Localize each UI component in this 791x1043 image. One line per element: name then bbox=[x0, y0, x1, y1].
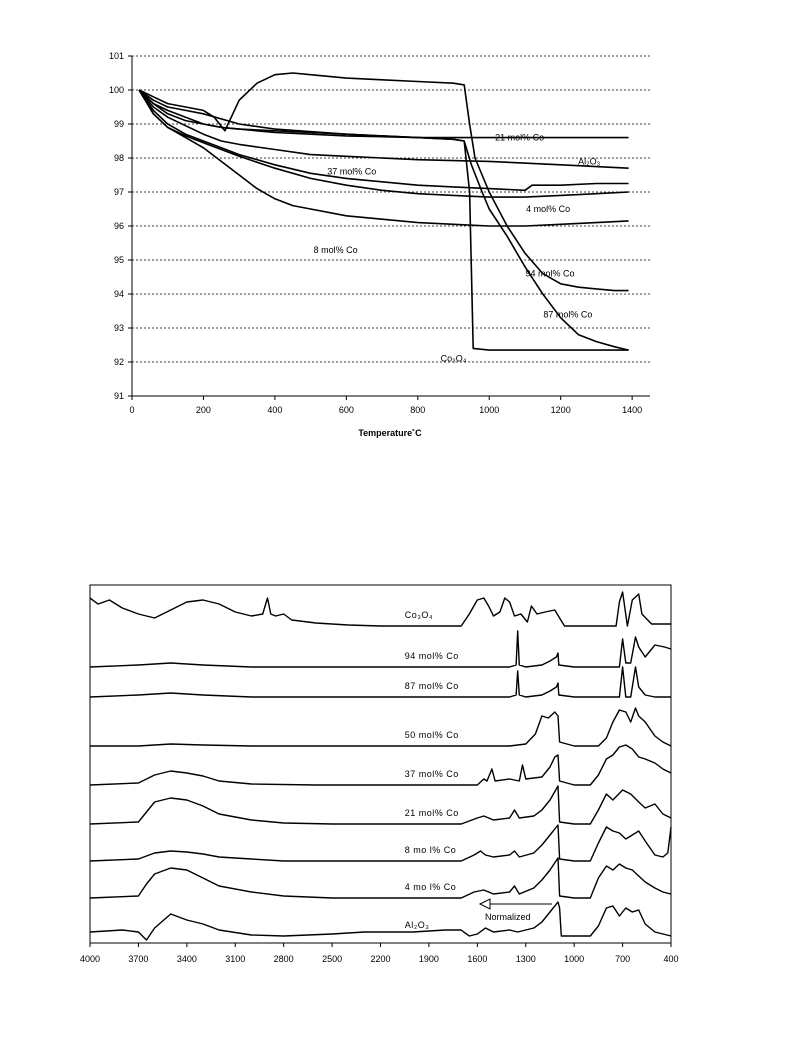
tga-series-line-6 bbox=[138, 89, 629, 198]
ir-chart: 4000 3700 3400 3100 2800 2500 2200 1900 1600 1300… bbox=[80, 584, 679, 964]
tga-x-tick-label: 0 bbox=[129, 405, 134, 415]
tga-series-label-2: 37 mol% Co bbox=[327, 167, 376, 177]
ir-spectrum-6 bbox=[89, 824, 672, 862]
ir-series-label-7: 4 mo l% Co bbox=[405, 882, 457, 892]
tga-series-line-1 bbox=[138, 72, 629, 292]
ir-x-tick-label: 1300 bbox=[516, 954, 536, 964]
ir-spectrum-8 bbox=[89, 901, 672, 941]
ir-plot-frame bbox=[89, 584, 672, 944]
ir-series-label-2: 87 mol% Co bbox=[405, 681, 459, 691]
tga-axes bbox=[128, 55, 650, 400]
ir-spectra bbox=[89, 591, 672, 941]
tga-y-tick-label: 98 bbox=[114, 153, 124, 163]
tga-series-line-3 bbox=[138, 89, 629, 139]
ir-spectrum-4 bbox=[89, 744, 672, 786]
tga-x-tick-label: 1200 bbox=[551, 405, 571, 415]
ir-series-label-0: Co₃O₄ bbox=[405, 610, 433, 620]
tga-series-label-0: 21 mol% Co bbox=[495, 133, 544, 143]
ir-x-tick-label: 4000 bbox=[80, 954, 100, 964]
tga-y-tick-label: 93 bbox=[114, 323, 124, 333]
tga-y-tick-label: 101 bbox=[109, 51, 124, 61]
ir-x-tick-label: 1900 bbox=[419, 954, 439, 964]
normalized-arrow-head-icon bbox=[478, 898, 491, 910]
tga-y-tick-label: 94 bbox=[114, 289, 124, 299]
ir-spectrum-5 bbox=[89, 785, 672, 825]
ir-x-tick-label: 3100 bbox=[225, 954, 245, 964]
ir-series-label-3: 50 mol% Co bbox=[405, 730, 459, 740]
tga-x-tick-label: 1400 bbox=[622, 405, 642, 415]
ir-spectrum-2 bbox=[89, 666, 671, 698]
ir-axes bbox=[89, 584, 672, 947]
tga-gridlines bbox=[132, 55, 650, 397]
tga-y-tick-label: 95 bbox=[114, 255, 124, 265]
tga-series bbox=[138, 72, 629, 351]
ir-x-tick-label: 700 bbox=[615, 954, 630, 964]
tga-series-labels: 21 mol% Co Al₂O₃ 37 mol% Co 4 mol% Co 8 mol%… bbox=[314, 133, 601, 364]
ir-series-label-5: 21 mol% Co bbox=[405, 808, 459, 818]
tga-y-tick-label: 96 bbox=[114, 221, 124, 231]
tga-x-tick-label: 400 bbox=[267, 405, 282, 415]
ir-x-tick-label: 3400 bbox=[177, 954, 197, 964]
ir-series-label-1: 94 mol% Co bbox=[405, 651, 459, 661]
tga-chart: 91 92 93 94 95 96 97 98 99 100 101 0 200 400 600 800 10… bbox=[109, 51, 650, 438]
normalized-annotation: Normalized bbox=[478, 898, 552, 922]
ir-spectrum-0 bbox=[89, 591, 671, 627]
ir-spectrum-1 bbox=[89, 630, 672, 668]
normalized-label: Normalized bbox=[485, 912, 531, 922]
ir-x-tick-label: 2800 bbox=[274, 954, 294, 964]
tga-series-label-6: 87 mol% Co bbox=[543, 309, 592, 319]
tga-x-tick-label: 800 bbox=[410, 405, 425, 415]
ir-x-tick-label: 3700 bbox=[128, 954, 148, 964]
tga-series-line-7 bbox=[138, 89, 629, 227]
tga-x-tick-label: 1000 bbox=[479, 405, 499, 415]
ir-x-tick-label: 2200 bbox=[370, 954, 390, 964]
ir-series-label-4: 37 mol% Co bbox=[405, 769, 459, 779]
tga-y-tick-label: 97 bbox=[114, 187, 124, 197]
tga-series-label-3: 4 mol% Co bbox=[526, 204, 570, 214]
ir-x-tick-labels: 4000 3700 3400 3100 2800 2500 2200 1900 1600 1300… bbox=[80, 954, 679, 964]
tga-x-axis-label: Temperature˚C bbox=[358, 428, 422, 438]
ir-x-tick-label: 2500 bbox=[322, 954, 342, 964]
tga-y-tick-labels: 91 92 93 94 95 96 97 98 99 100 101 bbox=[109, 51, 124, 401]
tga-x-tick-labels: 0 200 400 600 800 1000 1200 1400 bbox=[129, 405, 642, 415]
ir-x-tick-label: 1000 bbox=[564, 954, 584, 964]
tga-y-tick-label: 91 bbox=[114, 391, 124, 401]
ir-spectrum-3 bbox=[90, 707, 672, 747]
ir-series-labels: Co₃O₄ 94 mol% Co 87 mol% Co 50 mol% Co 37 mo… bbox=[405, 610, 459, 930]
ir-spectrum-7 bbox=[89, 857, 672, 899]
tga-series-label-7: Co₃O₄ bbox=[441, 354, 467, 364]
ir-series-label-8: Al₂O₃ bbox=[405, 920, 430, 930]
tga-y-tick-label: 92 bbox=[114, 357, 124, 367]
tga-y-tick-label: 99 bbox=[114, 119, 124, 129]
tga-x-tick-label: 200 bbox=[196, 405, 211, 415]
tga-series-line-5 bbox=[138, 89, 629, 192]
tga-series-label-4: 8 mol% Co bbox=[314, 245, 358, 255]
tga-series-label-5: 94 mol% Co bbox=[525, 269, 574, 279]
tga-series-line-4 bbox=[138, 89, 629, 169]
ir-x-tick-label: 1600 bbox=[467, 954, 487, 964]
tga-x-tick-label: 600 bbox=[339, 405, 354, 415]
tga-series-label-1: Al₂O₃ bbox=[578, 156, 600, 166]
tga-y-tick-label: 100 bbox=[109, 85, 124, 95]
ir-x-tick-label: 400 bbox=[663, 954, 678, 964]
ir-series-label-6: 8 mo l% Co bbox=[405, 845, 457, 855]
